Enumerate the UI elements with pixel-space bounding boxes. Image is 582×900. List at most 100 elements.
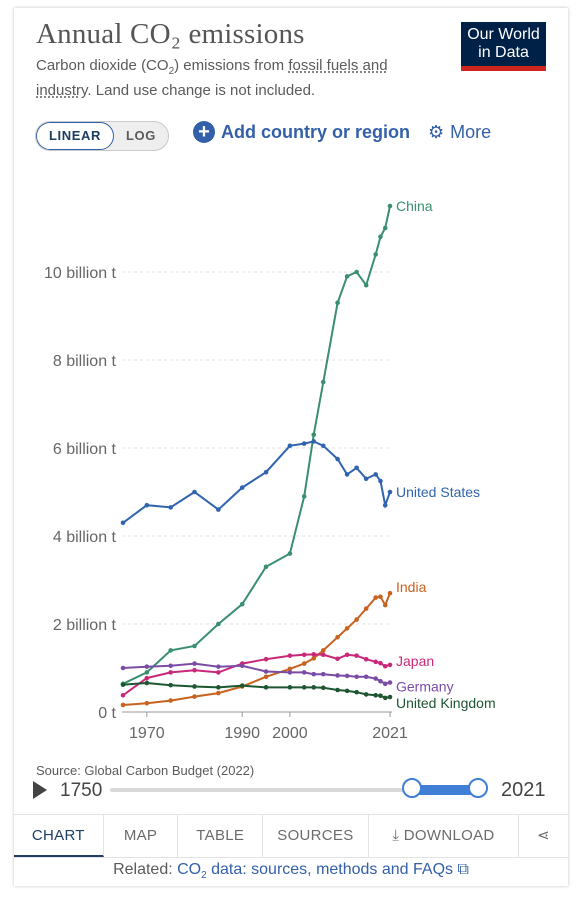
data-point [382, 602, 388, 608]
tab-chart[interactable]: CHART [14, 815, 104, 857]
data-point [344, 274, 350, 279]
scale-toggle[interactable]: LINEAR LOG [35, 121, 169, 151]
data-point [216, 685, 221, 690]
timeline-end-handle[interactable] [468, 778, 488, 798]
data-point [301, 441, 307, 446]
data-point [144, 502, 150, 508]
data-point [373, 595, 378, 600]
linear-scale-button[interactable]: LINEAR [36, 122, 114, 150]
share-button[interactable]: ⋖ [519, 815, 568, 857]
data-point [382, 681, 388, 687]
data-point [168, 505, 173, 510]
subtitle-part: . Land use change is not included. [87, 82, 316, 99]
data-point [387, 694, 393, 700]
y-tick-label: 2 billion t [53, 617, 117, 634]
tab-sources[interactable]: SOURCES [263, 815, 369, 857]
data-point [301, 494, 307, 499]
logo-line: Our World [467, 26, 540, 43]
y-tick-label: 6 billion t [53, 441, 117, 458]
data-point [192, 661, 197, 666]
data-point [387, 489, 393, 495]
data-point [168, 670, 173, 675]
tab-map[interactable]: MAP [104, 815, 179, 857]
data-point [301, 652, 307, 658]
logo-line: in Data [478, 44, 529, 61]
data-point [287, 551, 293, 556]
data-point [301, 685, 307, 690]
series-label: United Kingdom [396, 695, 496, 711]
owid-logo[interactable]: Our World in Data [461, 22, 546, 71]
data-point [120, 682, 126, 688]
log-scale-button[interactable]: LOG [126, 128, 156, 143]
series-line [122, 205, 391, 685]
data-point [378, 234, 383, 240]
data-point [320, 652, 326, 658]
data-point [287, 666, 293, 672]
data-point [363, 674, 369, 680]
data-point [144, 664, 150, 669]
chart-title: Annual CO₂ emissions [36, 18, 305, 50]
download-icon: ⤓ [392, 827, 404, 844]
data-point [144, 680, 150, 686]
data-point [311, 671, 317, 677]
data-point [378, 478, 383, 484]
y-tick-label: 10 billion t [44, 265, 117, 282]
data-point [354, 269, 359, 275]
timeline-track[interactable] [110, 788, 478, 792]
data-point [120, 692, 126, 698]
data-point [168, 663, 173, 669]
data-point [373, 676, 378, 681]
data-point [168, 698, 173, 703]
data-point [311, 685, 317, 690]
data-point [301, 670, 307, 675]
data-point [344, 673, 350, 679]
data-point [144, 700, 150, 706]
data-point [216, 690, 221, 696]
related-link-part: data: sources, methods and FAQs [206, 861, 454, 878]
chart-subtitle: Carbon dioxide (CO2) emissions from foss… [36, 56, 416, 100]
data-point [354, 617, 359, 622]
data-point [263, 469, 269, 475]
data-point [287, 653, 293, 658]
data-point [263, 685, 269, 690]
more-button[interactable]: ⚙ More [428, 122, 491, 143]
subtitle-link[interactable]: fossil fuels and industry [36, 57, 388, 99]
gear-icon: ⚙ [428, 122, 445, 142]
data-point [239, 683, 245, 688]
tab-download-label: DOWNLOAD [403, 827, 495, 844]
series-label: Japan [396, 653, 434, 669]
data-point [373, 472, 378, 477]
series-label: China [396, 198, 433, 214]
tab-table[interactable]: TABLE [178, 815, 264, 857]
data-point [344, 626, 350, 631]
data-point [168, 682, 173, 688]
plus-circle-icon: + [193, 121, 215, 143]
related-link[interactable]: CO2 data: sources, methods and FAQs ⧉ [177, 861, 469, 881]
data-point [387, 680, 393, 685]
data-point [354, 674, 359, 680]
timeline[interactable]: 1750 2021 [0, 770, 582, 810]
play-icon[interactable] [33, 781, 47, 799]
series-label: United States [396, 484, 480, 500]
data-point [382, 502, 388, 508]
data-point [263, 669, 269, 674]
data-point [192, 489, 197, 495]
tab-download[interactable]: ⤓ DOWNLOAD [369, 815, 520, 857]
data-point [382, 225, 388, 231]
data-point [320, 379, 326, 385]
data-point [373, 252, 378, 257]
data-point [363, 282, 369, 288]
y-tick-label: 4 billion t [53, 529, 117, 546]
data-point [363, 606, 369, 611]
timeline-start-handle[interactable] [402, 778, 422, 798]
add-country-button[interactable]: + Add country or region [193, 121, 410, 143]
data-point [287, 685, 293, 690]
x-tick-label: 2021 [372, 725, 408, 742]
data-point [335, 673, 340, 678]
data-point [120, 665, 126, 671]
data-point [320, 443, 326, 449]
data-point [335, 687, 340, 693]
data-point [287, 670, 293, 675]
data-point [320, 685, 326, 691]
more-label: More [450, 122, 492, 142]
